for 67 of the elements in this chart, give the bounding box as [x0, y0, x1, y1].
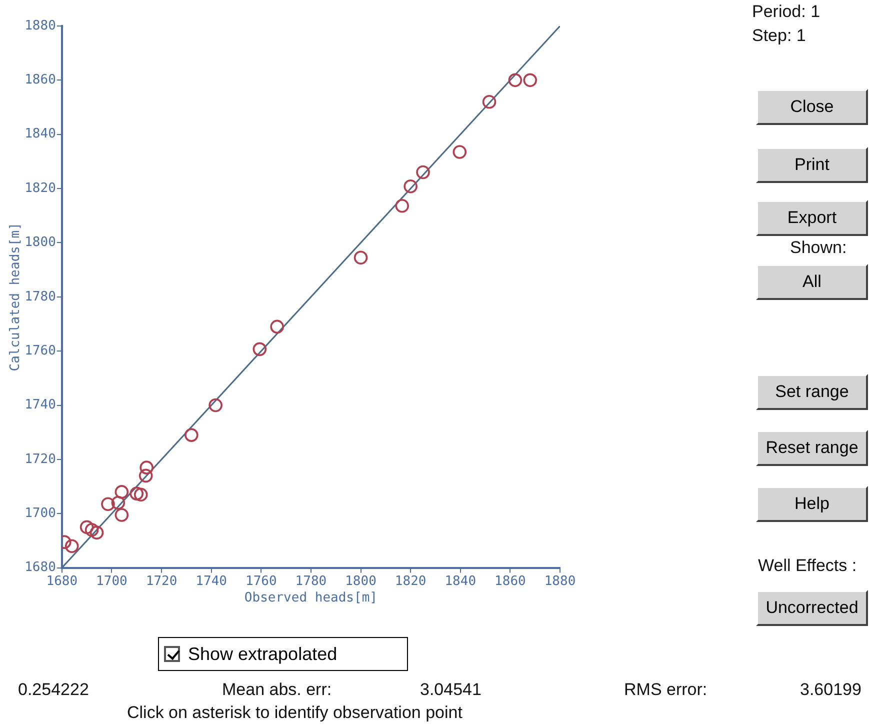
y-tick-label: 1700	[24, 506, 56, 521]
point	[90, 526, 104, 540]
point	[452, 145, 467, 159]
text: Step: 1	[752, 26, 806, 46]
point	[134, 488, 148, 502]
y-tick-label: 1720	[24, 452, 56, 467]
point	[252, 342, 267, 356]
text: Click on asterisk to identify observation point	[127, 703, 462, 723]
button: Print	[756, 147, 868, 183]
point	[184, 428, 198, 442]
point	[130, 486, 144, 500]
text: Period: 1	[752, 2, 820, 22]
x-tick-label: 1780	[295, 574, 327, 589]
point	[114, 508, 129, 522]
x-tick-label: 1700	[96, 574, 128, 589]
x-tick-label: 1740	[196, 574, 227, 589]
x-axis-title: Observed heads[m]	[244, 590, 378, 606]
point	[64, 539, 79, 554]
x-tick-label: 1820	[394, 574, 426, 589]
text: 0.254222	[18, 680, 89, 700]
text: Show extrapolated	[188, 644, 338, 664]
point	[354, 250, 368, 265]
button: Uncorrected	[756, 590, 868, 626]
y-tick-label: 1880	[24, 18, 56, 34]
y-tick-label: 1680	[24, 560, 56, 576]
text: 3.60199	[800, 680, 862, 700]
point	[138, 468, 153, 483]
point	[101, 497, 115, 512]
x-tick-label: 1800	[345, 574, 376, 589]
button: Reset range	[756, 430, 868, 466]
point	[395, 198, 410, 213]
text: Well Effects :	[758, 556, 857, 576]
point	[84, 522, 99, 537]
y-tick-label: 1800	[24, 235, 56, 250]
button: All	[756, 264, 868, 300]
point	[270, 320, 284, 334]
y-tick-label: 1740	[24, 398, 56, 413]
x-tick-label: 1720	[146, 574, 178, 589]
y-tick-label: 1780	[24, 289, 56, 304]
point	[208, 398, 222, 412]
button: Export	[756, 200, 868, 236]
point	[482, 94, 496, 109]
x-tick-label: 1880	[544, 574, 576, 589]
button: Close	[756, 89, 868, 125]
y-tick-label: 1860	[24, 72, 56, 88]
point	[140, 460, 154, 474]
button: Set range	[756, 374, 868, 410]
text: Mean abs. err:	[222, 680, 332, 700]
text: RMS error:	[624, 680, 708, 700]
point	[523, 73, 538, 88]
point	[508, 73, 522, 88]
text: 3.04541	[420, 680, 482, 700]
y-axis-title: Calculated heads[m]	[8, 222, 24, 372]
y-tick-label: 1820	[24, 180, 56, 196]
text: Shown:	[790, 238, 847, 258]
y-tick-label: 1840	[24, 126, 56, 142]
x-tick-label: 1860	[494, 574, 526, 589]
point	[111, 496, 126, 510]
x-tick-label: 1760	[245, 574, 277, 589]
point	[114, 485, 129, 499]
button: Help	[756, 486, 868, 522]
y-tick-label: 1760	[24, 343, 56, 358]
x-tick-label: 1680	[46, 574, 78, 589]
x-tick-label: 1840	[444, 574, 476, 589]
point	[404, 179, 418, 194]
point	[416, 165, 430, 180]
point	[80, 520, 94, 534]
